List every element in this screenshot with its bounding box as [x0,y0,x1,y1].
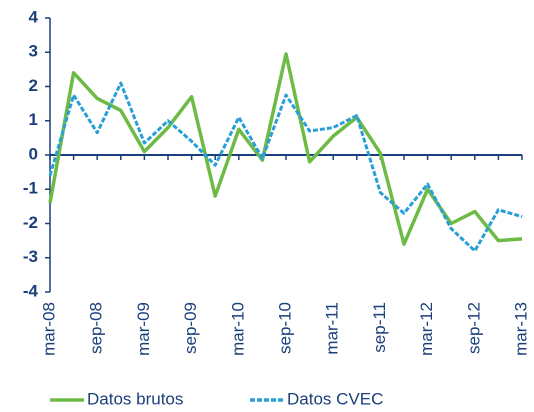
legend-label: Datos brutos [87,389,183,408]
x-tick-label: mar-12 [417,302,436,356]
y-tick-label: -3 [23,247,38,266]
y-tick-label: -2 [23,213,38,232]
x-tick-label: mar-09 [134,302,153,356]
x-tick-label: mar-10 [228,302,247,356]
x-tick-label: sep-10 [275,302,294,354]
x-tick-label: mar-11 [323,302,342,355]
x-tick-label: mar-13 [511,302,530,356]
y-tick-label: 4 [29,7,39,26]
x-tick-label: sep-09 [181,302,200,354]
x-tick-label: mar-08 [39,302,58,356]
y-tick-label: 1 [29,110,38,129]
y-tick-label: 2 [29,76,38,95]
y-tick-label: -1 [23,179,38,198]
y-tick-label: 0 [29,144,38,163]
y-tick-label: 3 [29,42,38,61]
x-tick-label: sep-11 [370,302,389,353]
legend-label: Datos CVEC [287,389,383,408]
y-tick-label: -4 [23,281,39,300]
series-line [48,81,523,253]
x-tick-label: sep-08 [87,302,106,354]
x-tick-label: sep-12 [464,302,483,354]
